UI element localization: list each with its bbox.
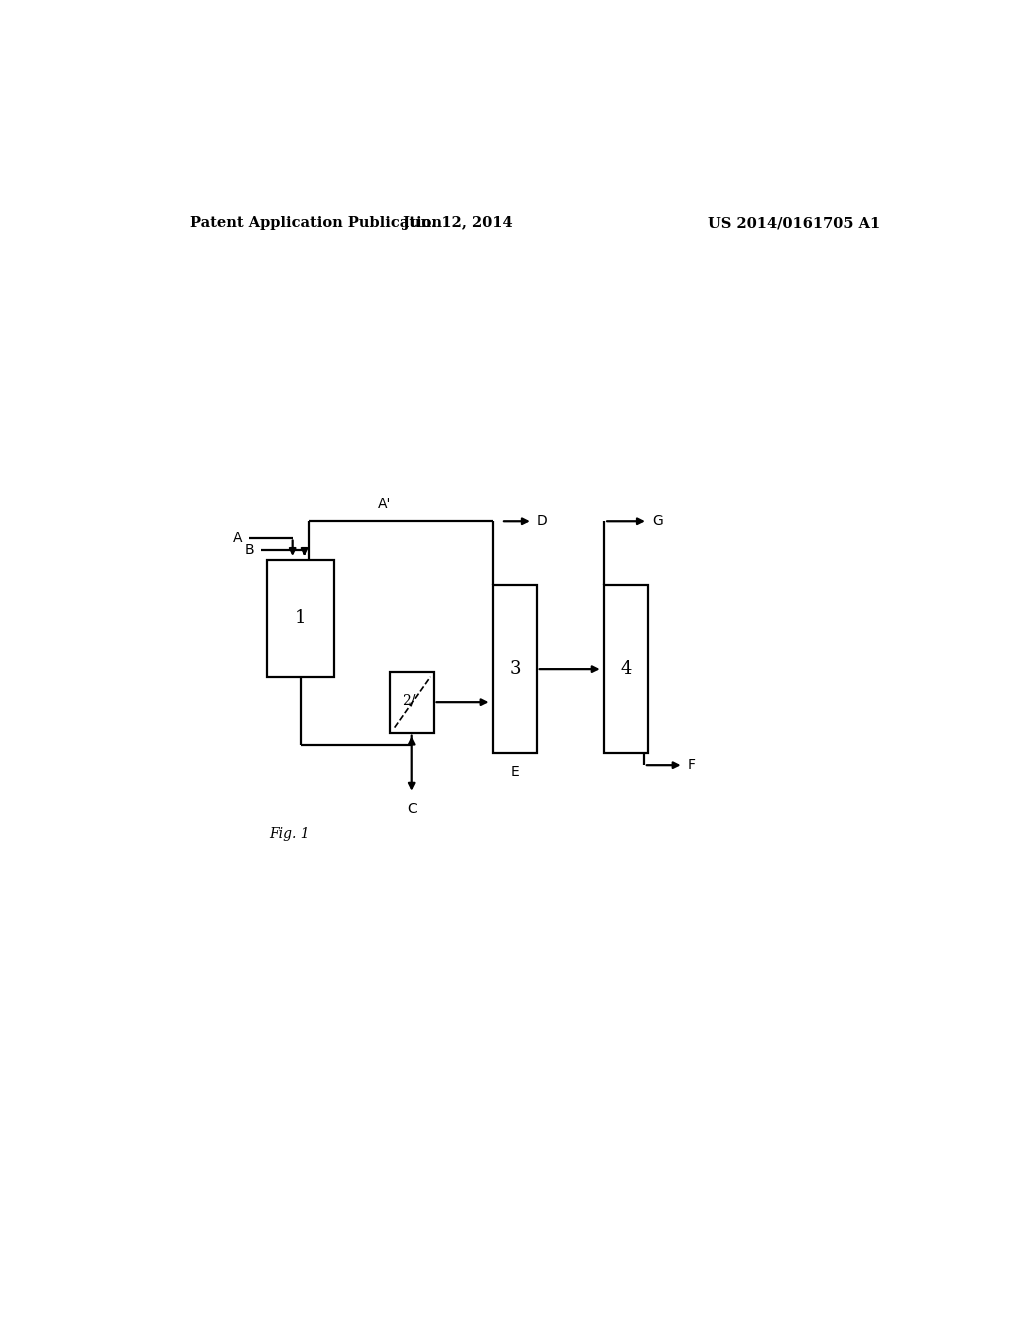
Text: 1: 1 [295,610,306,627]
Bar [494,585,537,752]
Text: US 2014/0161705 A1: US 2014/0161705 A1 [709,216,881,231]
Text: Patent Application Publication: Patent Application Publication [189,216,442,231]
Text: Jun. 12, 2014: Jun. 12, 2014 [402,216,512,231]
Text: A': A' [378,498,391,511]
Text: 3: 3 [509,660,520,678]
Text: D: D [537,515,548,528]
Bar [267,560,334,677]
Bar [390,672,433,733]
Text: C: C [407,801,417,816]
Text: G: G [651,515,663,528]
Text: 2/: 2/ [401,693,415,708]
Text: A: A [233,531,243,545]
Text: E: E [511,766,519,779]
Text: Fig. 1: Fig. 1 [269,828,310,841]
Text: 4: 4 [621,660,632,678]
Bar [604,585,648,752]
Text: B: B [245,543,255,557]
Text: F: F [687,758,695,772]
